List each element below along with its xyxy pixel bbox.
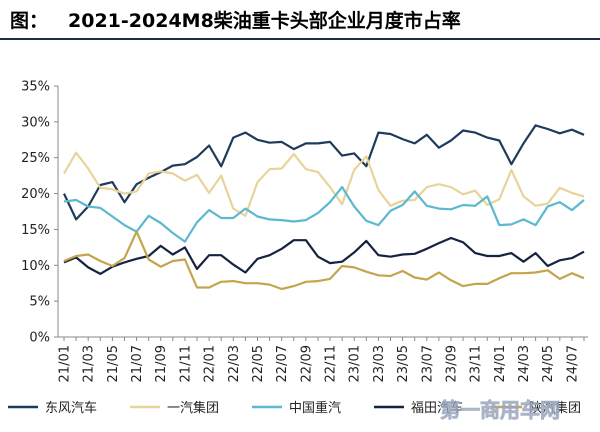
chart-legend: 东风汽车 一汽集团 中国重汽 福田汽车 陕汽集团 <box>8 400 581 416</box>
title-divider <box>0 38 600 40</box>
watermark: 第一商用车网 <box>440 398 561 423</box>
x-tick-label: 21/03 <box>82 345 97 382</box>
legend-label: 一汽集团 <box>167 400 219 416</box>
x-tick-label: 21/09 <box>154 345 169 382</box>
x-tick-label: 24/07 <box>565 345 580 382</box>
x-tick-label: 21/11 <box>178 345 193 382</box>
x-tick-label: 21/07 <box>130 345 145 382</box>
y-tick-label: 0% <box>29 331 50 346</box>
series-line <box>63 151 585 217</box>
x-tick-label: 21/05 <box>106 345 121 382</box>
x-tick-label: 21/01 <box>58 345 73 382</box>
y-tick-label: 25% <box>21 151 50 166</box>
series-line <box>63 186 585 243</box>
x-tick-label: 22/03 <box>227 345 242 382</box>
x-tick-label: 22/05 <box>251 345 266 382</box>
x-tick-label: 22/11 <box>324 345 339 382</box>
x-tick-label: 24/05 <box>541 345 556 382</box>
x-tick-label: 23/07 <box>420 345 435 382</box>
x-tick-label: 22/09 <box>299 345 314 382</box>
x-tick-label: 23/09 <box>444 345 459 382</box>
series-line <box>63 124 585 221</box>
x-tick-label: 22/07 <box>275 345 290 382</box>
x-tick-label: 23/11 <box>469 345 484 382</box>
series-line <box>63 230 585 291</box>
legend-label: 福田汽车 <box>411 400 463 416</box>
x-tick-label: 22/01 <box>203 345 218 382</box>
x-tick-label: 23/01 <box>348 345 363 382</box>
y-tick-label: 5% <box>29 295 50 310</box>
series-line <box>63 236 585 275</box>
y-tick-label: 35% <box>21 80 50 95</box>
figure-title-prefix: 图： <box>10 10 49 32</box>
watermark-text: 第一商用车网 <box>440 398 560 422</box>
figure-title: 图： 2021-2024M8柴油重卡头部企业月度市占率 <box>10 6 461 33</box>
y-tick-label: 30% <box>21 115 50 130</box>
x-tick-label: 24/01 <box>493 345 508 382</box>
legend-label: 中国重汽 <box>289 400 341 416</box>
legend-label: 东风汽车 <box>45 400 97 416</box>
y-tick-label: 15% <box>21 223 50 238</box>
x-tick-label: 24/03 <box>517 345 532 382</box>
y-tick-label: 10% <box>21 259 50 274</box>
x-tick-label: 23/03 <box>372 345 387 382</box>
chart-axes: 0% 5% 10% 15% 20% 25% 30% 35% 21/01 21/03 21/05 21/… <box>21 80 588 382</box>
legend-label: 陕汽集团 <box>529 400 581 416</box>
chart-series <box>63 124 585 291</box>
y-tick-label: 20% <box>21 187 50 202</box>
x-tick-label: 23/05 <box>396 345 411 382</box>
figure-title-main: 2021-2024M8柴油重卡头部企业月度市占率 <box>68 10 461 32</box>
